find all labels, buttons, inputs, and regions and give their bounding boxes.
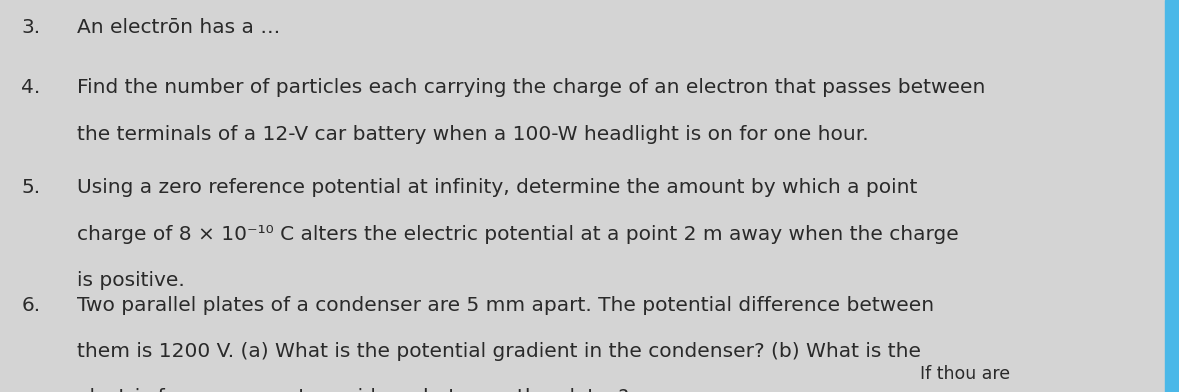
Text: If thou are: If thou are: [920, 365, 1009, 383]
Text: charge of 8 × 10⁻¹⁰ C alters the electric potential at a point 2 m away when the: charge of 8 × 10⁻¹⁰ C alters the electri…: [77, 225, 959, 243]
Text: Find the number of particles each carrying the charge of an electron that passes: Find the number of particles each carryi…: [77, 78, 984, 97]
Text: is positive.: is positive.: [77, 271, 184, 290]
Text: 3.: 3.: [21, 18, 40, 36]
Text: 6.: 6.: [21, 296, 40, 315]
Text: the terminals of a 12-V car battery when a 100-W headlight is on for one hour.: the terminals of a 12-V car battery when…: [77, 125, 868, 143]
Text: Two parallel plates of a condenser are 5 mm apart. The potential difference betw: Two parallel plates of a condenser are 5…: [77, 296, 934, 315]
Bar: [1165, 0, 1179, 392]
Text: 5.: 5.: [21, 178, 40, 197]
Text: 4.: 4.: [21, 78, 40, 97]
Text: Using a zero reference potential at infinity, determine the amount by which a po: Using a zero reference potential at infi…: [77, 178, 917, 197]
Text: An electrōn has a …: An electrōn has a …: [77, 18, 279, 36]
Text: them is 1200 V. (a) What is the potential gradient in the condenser? (b) What is: them is 1200 V. (a) What is the potentia…: [77, 342, 921, 361]
Text: electric force on a proton midway between the plates?: electric force on a proton midway betwee…: [77, 388, 628, 392]
